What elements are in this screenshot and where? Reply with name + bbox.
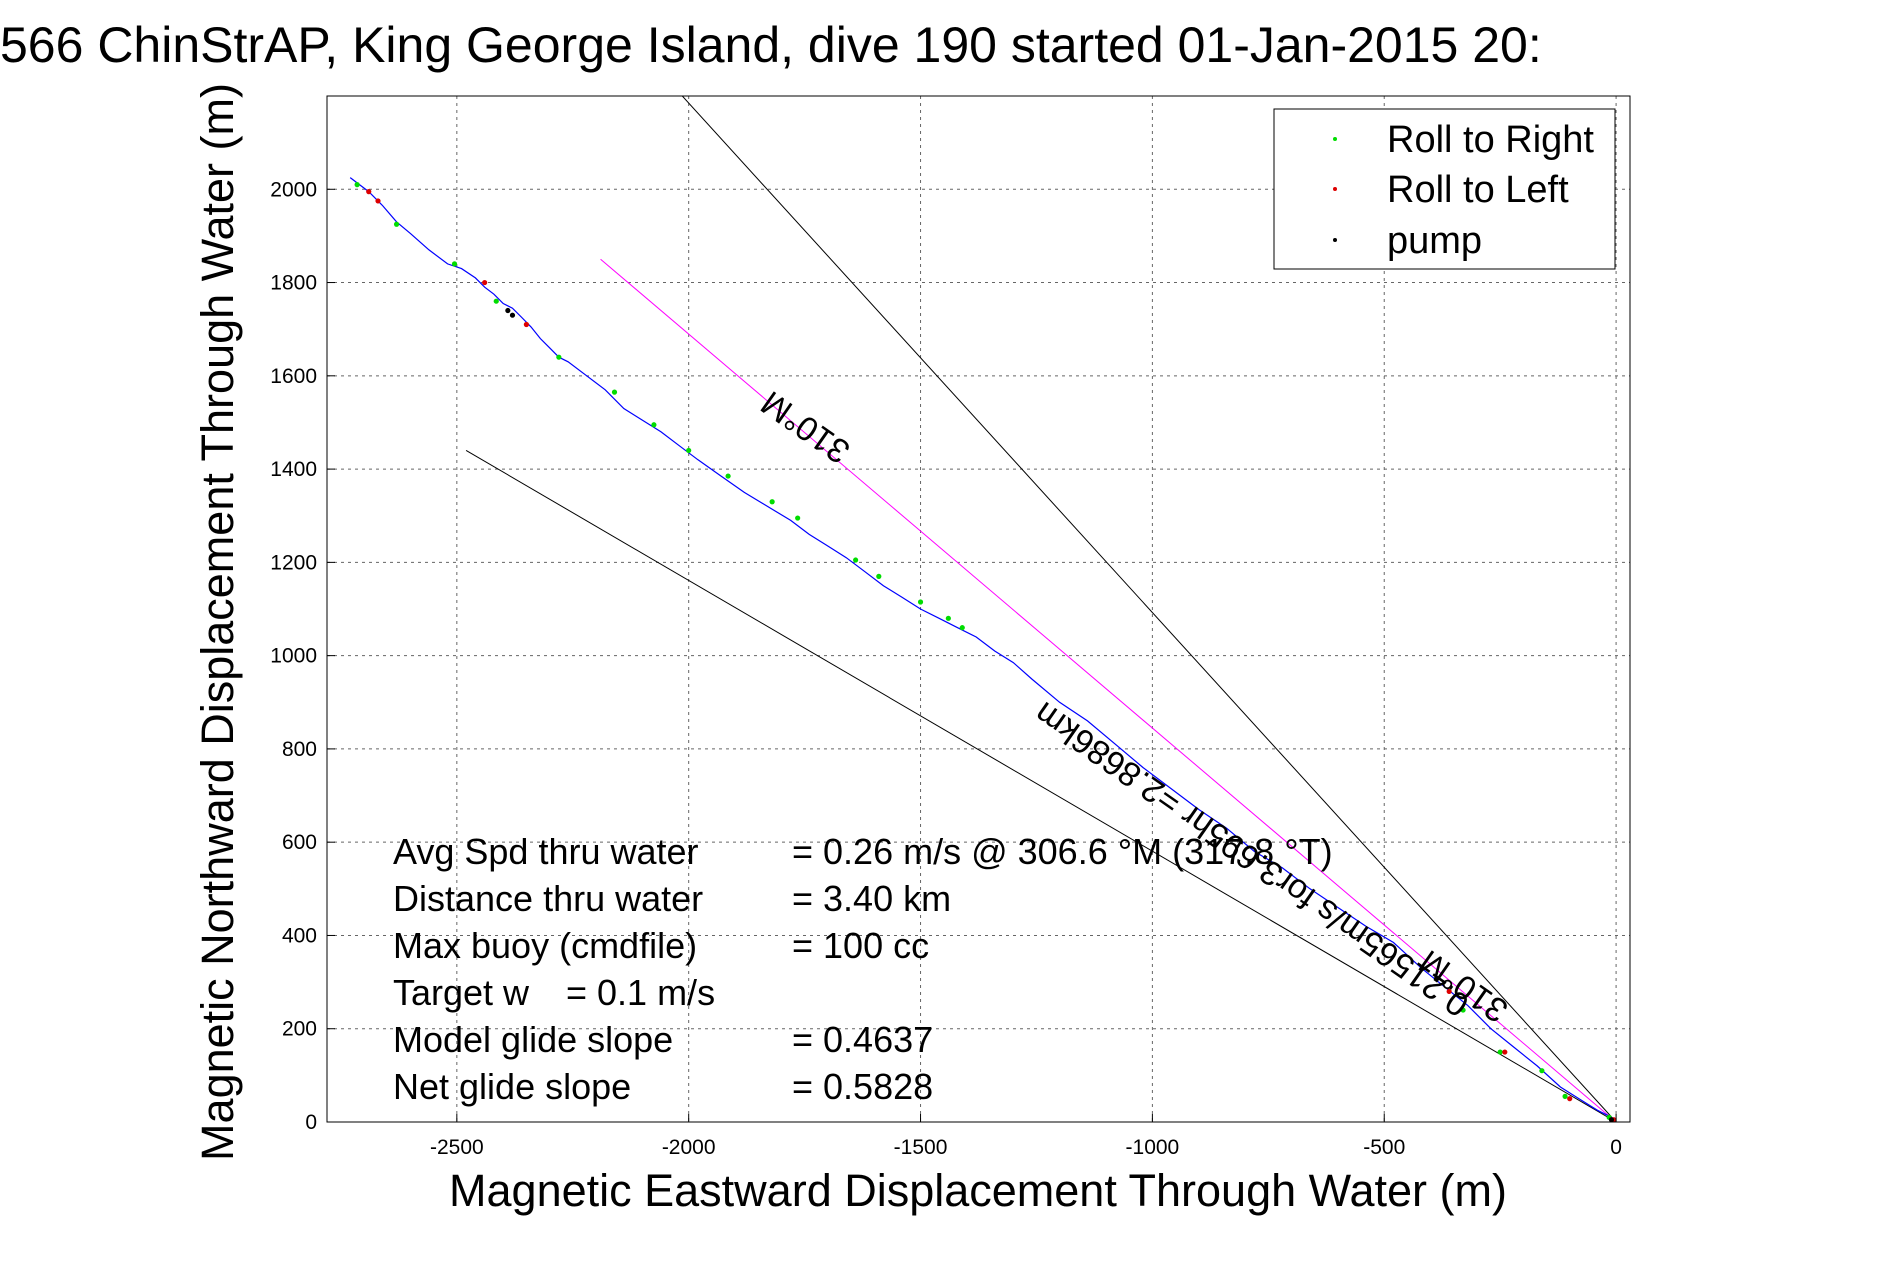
- roll-left-point: [1567, 1096, 1573, 1102]
- reference-lines: [465, 96, 1617, 1122]
- y-tick-label: 2000: [270, 178, 317, 201]
- x-tick-label: -1500: [894, 1136, 948, 1159]
- y-axis-ticks: 0 200 400 600 800 1000 1200 1400 1600 1800 2000: [270, 178, 335, 1134]
- pump-point: [509, 312, 516, 318]
- stats-block: Avg Spd thru water = 0.26 m/s @ 306.6 °M…: [393, 831, 1333, 1107]
- x-tick-label: -1000: [1126, 1136, 1180, 1159]
- roll-right-point: [945, 615, 951, 621]
- plot-frame: [326, 95, 1631, 1123]
- roll-right-point: [686, 447, 692, 454]
- pump-point: [1608, 1117, 1615, 1123]
- x-axis-ticks: -2500 -2000 -1500 -1000 -500 0: [430, 1114, 1622, 1159]
- roll-right-point: [393, 221, 400, 227]
- stat-label-distance: Distance thru water: [393, 878, 703, 919]
- reference-line-bound-lower: [465, 450, 1617, 1122]
- stat-label-avg-speed: Avg Spd thru water: [393, 831, 699, 872]
- legend-marker-roll-right: [1333, 137, 1337, 141]
- roll-right-point: [1562, 1093, 1568, 1099]
- roll-right-point: [354, 182, 360, 188]
- stat-value-avg-speed: = 0.26 m/s @ 306.6 °M (317.8 °T): [792, 831, 1333, 872]
- roll-right-point: [725, 473, 731, 479]
- roll-right-point: [795, 515, 801, 521]
- stat-value-target-w: = 0.1 m/s: [566, 972, 715, 1013]
- x-tick-label: -500: [1363, 1136, 1405, 1159]
- stat-value-model-glide: = 0.4637: [792, 1019, 933, 1060]
- roll-right-point: [651, 422, 657, 428]
- y-tick-label: 1800: [270, 272, 317, 295]
- track-line: [349, 177, 1617, 1122]
- y-tick-label: 1200: [270, 551, 317, 574]
- y-tick-label: 200: [282, 1018, 317, 1041]
- legend-marker-pump: [1333, 238, 1337, 242]
- stat-label-target-w: Target w: [393, 972, 530, 1013]
- y-tick-label: 400: [282, 924, 317, 947]
- roll-left-point: [1502, 1049, 1508, 1055]
- grid: [327, 96, 1630, 1123]
- reference-line-bound-upper: [681, 96, 1617, 1122]
- roll-right-point: [1497, 1049, 1503, 1055]
- stat-label-net-glide: Net glide slope: [393, 1066, 631, 1107]
- roll-markers: [354, 182, 1617, 1123]
- roll-left-point: [375, 198, 381, 204]
- legend-label-pump: pump: [1387, 220, 1482, 262]
- roll-right-point: [917, 599, 924, 605]
- roll-left-point: [482, 279, 488, 286]
- y-tick-label: 0: [305, 1111, 317, 1134]
- legend-box: [1273, 108, 1616, 270]
- stat-value-max-buoy: = 100 cc: [792, 925, 929, 966]
- legend: Roll to Right Roll to Left pump: [1273, 108, 1616, 270]
- chart-title: 566 ChinStrAP, King George Island, dive …: [0, 17, 1542, 73]
- y-tick-label: 1600: [270, 365, 317, 388]
- roll-left-point: [366, 189, 372, 195]
- stat-value-distance: = 3.40 km: [792, 878, 951, 919]
- roll-right-point: [451, 261, 458, 267]
- reference-line-heading-line: [600, 258, 1617, 1122]
- x-tick-label: -2500: [430, 1136, 484, 1159]
- roll-left-point: [523, 321, 529, 328]
- roll-right-point: [959, 625, 965, 631]
- x-tick-label: -2000: [662, 1136, 716, 1159]
- legend-marker-roll-left: [1333, 187, 1337, 191]
- pump-point: [505, 307, 511, 314]
- roll-right-point: [611, 389, 618, 395]
- roll-right-point: [1460, 1007, 1466, 1013]
- roll-right-point: [1539, 1068, 1545, 1074]
- x-axis-label: Magnetic Eastward Displacement Through W…: [449, 1165, 1507, 1216]
- dive-track: [349, 177, 1617, 1122]
- roll-right-point: [769, 499, 775, 505]
- y-tick-label: 800: [282, 738, 317, 761]
- y-axis-label: Magnetic Northward Displacement Through …: [192, 83, 243, 1161]
- x-tick-label: 0: [1610, 1136, 1622, 1159]
- stat-label-max-buoy: Max buoy (cmdfile): [393, 925, 697, 966]
- legend-label-roll-right: Roll to Right: [1387, 119, 1594, 161]
- roll-right-point: [493, 298, 499, 304]
- y-tick-label: 1400: [270, 458, 317, 481]
- roll-right-point: [853, 557, 859, 563]
- roll-right-point: [556, 354, 562, 360]
- roll-left-point: [1446, 988, 1452, 995]
- stat-value-net-glide: = 0.5828: [792, 1066, 933, 1107]
- stat-label-model-glide: Model glide slope: [393, 1019, 673, 1060]
- y-tick-label: 1000: [270, 645, 317, 668]
- legend-label-roll-left: Roll to Left: [1387, 169, 1569, 211]
- roll-right-point: [876, 573, 882, 579]
- y-tick-label: 600: [282, 831, 317, 854]
